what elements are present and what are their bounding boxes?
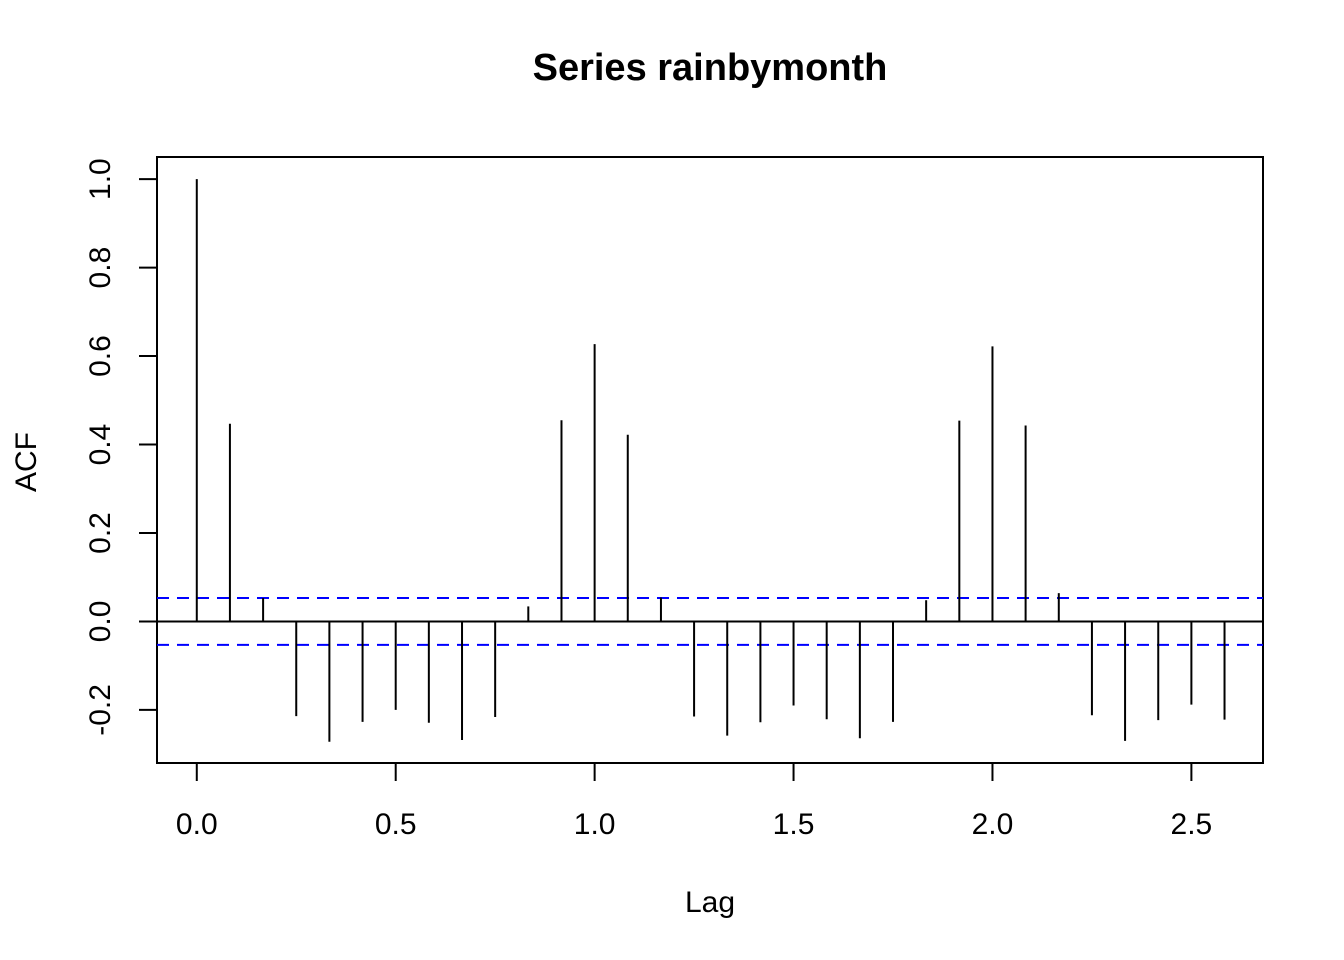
x-tick-label: 2.0 xyxy=(972,808,1014,841)
y-tick-label: 0.2 xyxy=(84,512,117,554)
y-tick-label: 0.8 xyxy=(84,247,117,289)
x-axis: 0.0 0.5 1.0 1.5 2.0 2.5 xyxy=(176,762,1213,841)
x-tick-label: 1.0 xyxy=(574,808,616,841)
x-axis-label: Lag xyxy=(685,886,735,919)
y-tick-label: 0.4 xyxy=(84,424,117,466)
plot-frame xyxy=(156,156,1264,764)
y-axis-label: ACF xyxy=(10,432,43,492)
x-tick-label: 2.5 xyxy=(1171,808,1213,841)
y-axis: -0.2 0.0 0.2 0.4 0.6 0.8 1.0 xyxy=(84,158,158,736)
x-tick-label: 0.0 xyxy=(176,808,218,841)
acf-marks xyxy=(157,179,1263,742)
y-tick-label: -0.2 xyxy=(84,684,117,736)
x-tick-label: 1.5 xyxy=(773,808,815,841)
y-tick-label: 1.0 xyxy=(84,158,117,200)
y-tick-label: 0.6 xyxy=(84,335,117,377)
y-tick-label: 0.0 xyxy=(84,601,117,643)
chart-title: Series rainbymonth xyxy=(533,47,888,89)
x-tick-label: 0.5 xyxy=(375,808,417,841)
